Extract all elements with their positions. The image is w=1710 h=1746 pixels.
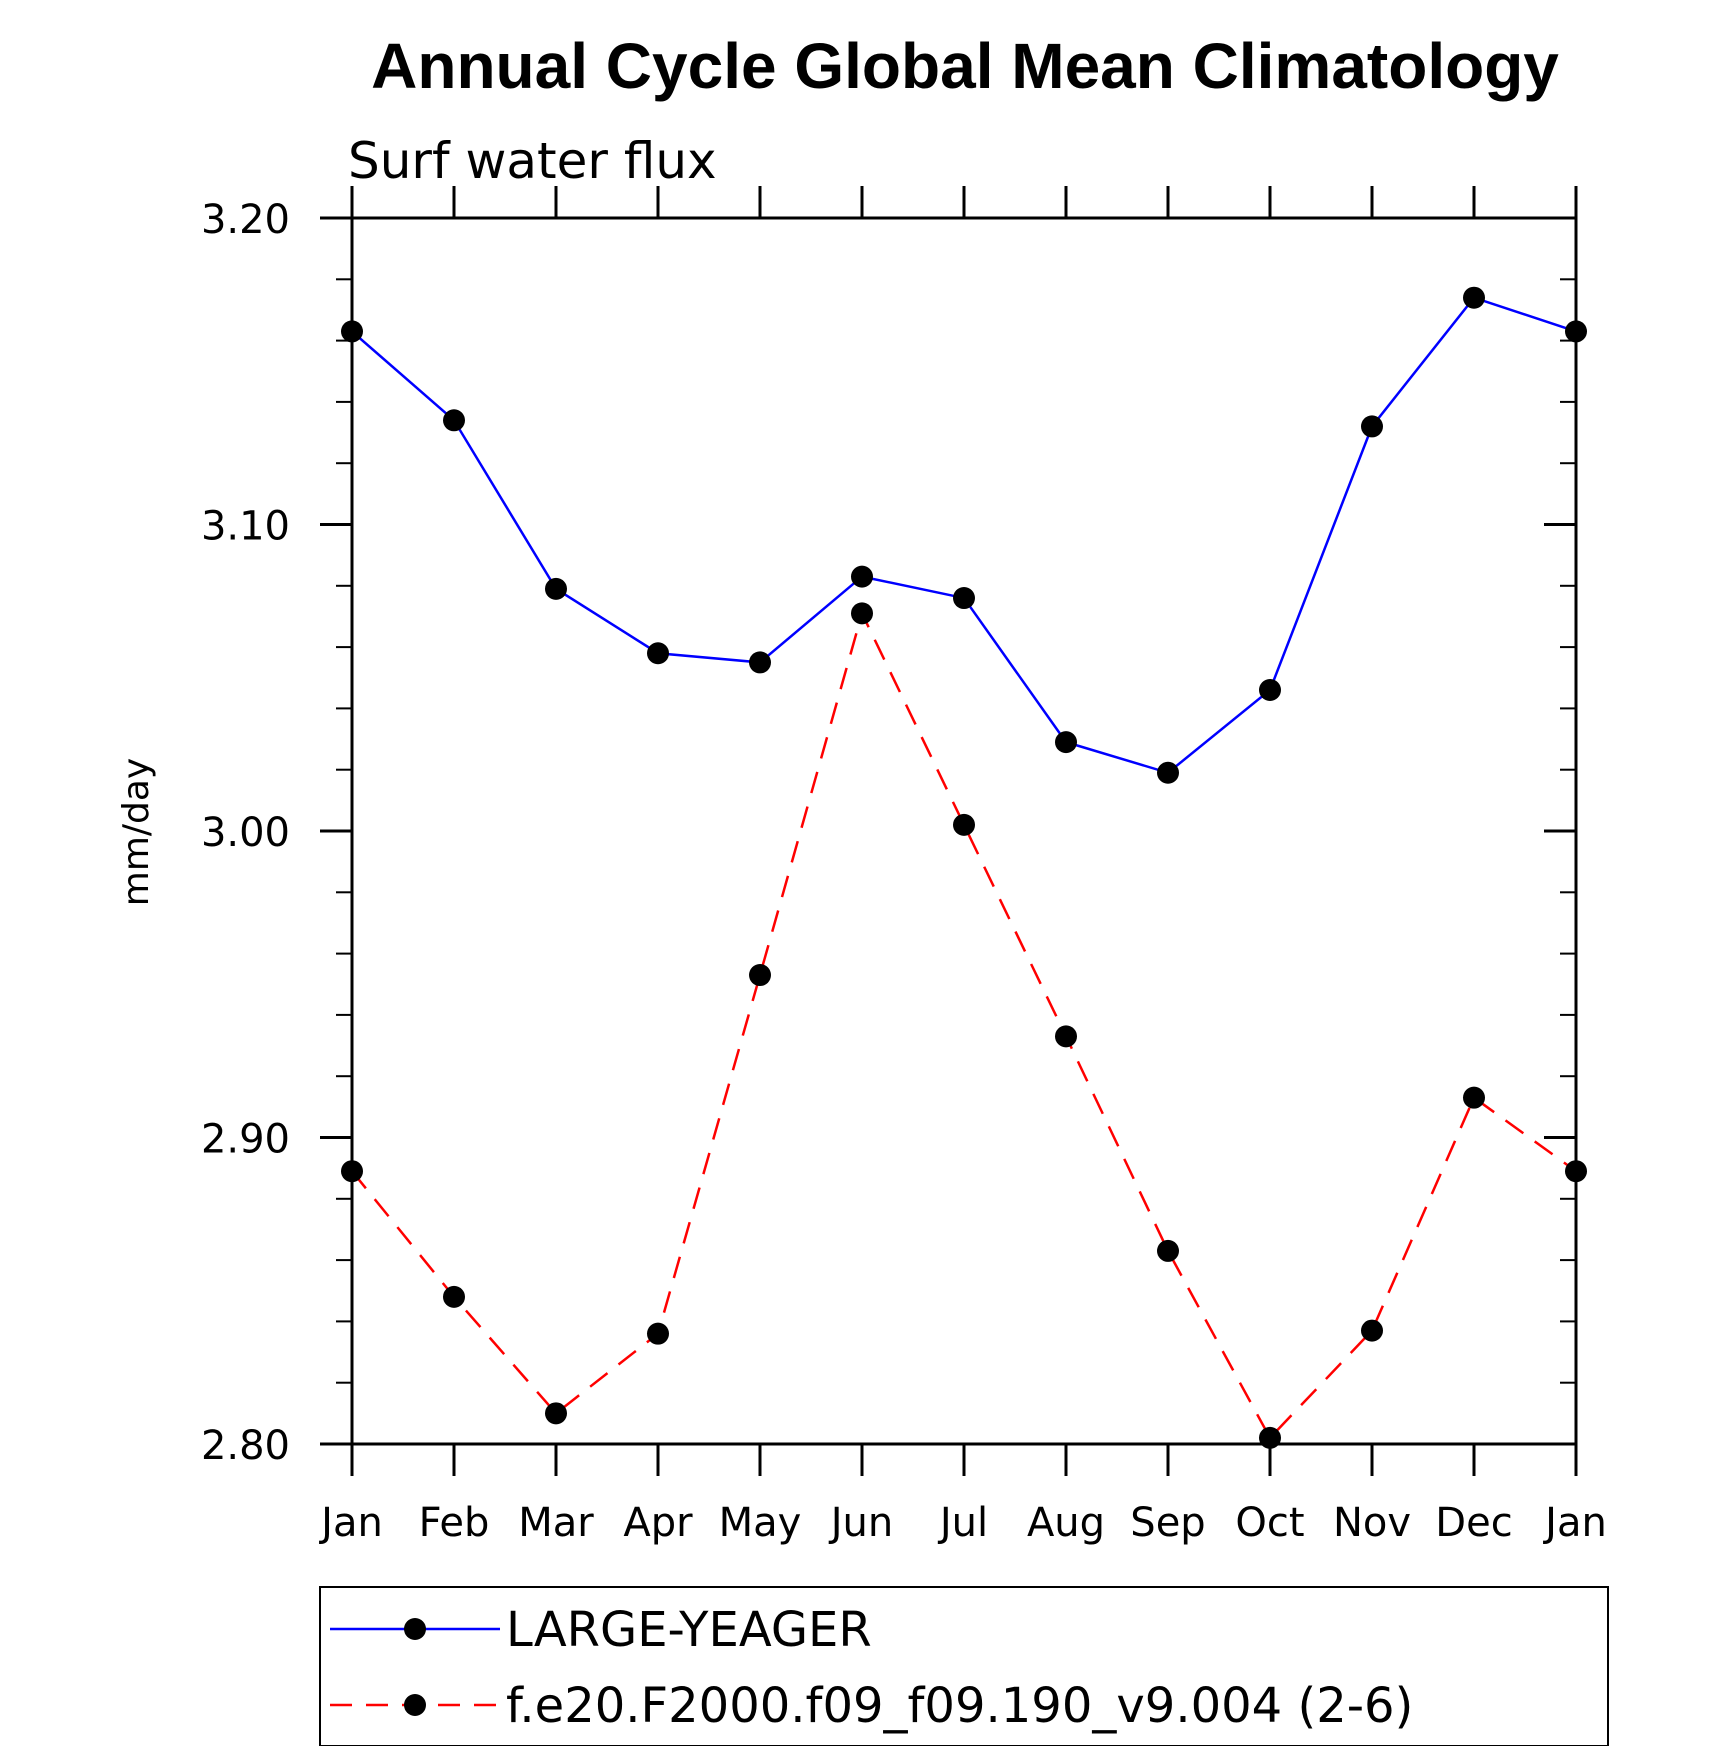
x-tick-label: Jul: [937, 1500, 988, 1546]
legend: LARGE-YEAGER f.e20.F2000.f09_f09.190_v9.0…: [319, 1586, 1609, 1746]
legend-label-1: LARGE-YEAGER: [506, 1602, 872, 1658]
data-point-s1-10: [1361, 415, 1383, 438]
x-tick-label: Jan: [1542, 1500, 1607, 1546]
x-tick-label: Aug: [1027, 1500, 1105, 1546]
data-point-s2-9: [1259, 1426, 1281, 1449]
x-tick-label: Jan: [318, 1500, 383, 1546]
x-axis-tick-labels: Jan Feb Mar Apr May Jun Jul Aug Sep Oct Nov Dec Jan: [318, 1500, 1607, 1546]
y-tick-label: 3.10: [201, 504, 290, 550]
data-point-s2-2: [545, 1402, 567, 1425]
data-point-s1-2: [545, 577, 567, 600]
x-tick-label: Apr: [623, 1500, 693, 1546]
axis-ticks: [320, 186, 1578, 1476]
y-tick-label: 3.20: [201, 197, 290, 243]
data-point-s2-4: [749, 964, 771, 987]
chart-title: Annual Cycle Global Mean Climatology: [371, 30, 1559, 102]
data-point-s1-4: [749, 651, 771, 674]
legend-label-2: f.e20.F2000.f09_f09.190_v9.004 (2-6): [506, 1678, 1413, 1734]
data-point-s2-10: [1361, 1319, 1383, 1342]
data-point-s2-8: [1157, 1239, 1179, 1262]
y-tick-label: 2.80: [201, 1423, 290, 1469]
x-tick-label: Mar: [518, 1500, 594, 1546]
data-point-s2-1: [443, 1285, 465, 1308]
legend-marker-2: [404, 1694, 426, 1716]
data-point-s1-3: [647, 642, 669, 665]
legend-marker-1: [404, 1618, 426, 1640]
data-point-s2-6: [953, 813, 975, 836]
data-point-s2-5: [851, 602, 873, 625]
y-tick-label: 3.00: [201, 810, 290, 856]
data-point-s1-6: [953, 587, 975, 610]
series-line-2: [351, 609, 1577, 1440]
chart-subtitle: Surf water flux: [348, 132, 717, 190]
x-tick-label: Nov: [1333, 1500, 1411, 1546]
data-point-s2-11: [1463, 1086, 1485, 1109]
data-point-s1-9: [1259, 679, 1281, 702]
series-layer: [341, 286, 1587, 1449]
data-point-s1-7: [1055, 731, 1077, 754]
plot-frame: [350, 216, 1578, 1446]
x-tick-label: Jun: [828, 1500, 894, 1546]
x-tick-label: Oct: [1235, 1500, 1304, 1546]
data-point-s2-7: [1055, 1025, 1077, 1048]
x-tick-label: May: [719, 1500, 802, 1546]
data-point-s1-11: [1463, 286, 1485, 309]
data-point-s2-3: [647, 1322, 669, 1345]
y-axis-label: mm/day: [116, 758, 157, 906]
legend-box: [319, 1586, 1609, 1746]
x-tick-label: Dec: [1435, 1500, 1512, 1546]
x-tick-label: Feb: [419, 1500, 490, 1546]
series-line-1: [351, 296, 1577, 775]
data-point-s1-1: [443, 409, 465, 432]
data-point-s1-5: [851, 565, 873, 588]
y-tick-label: 2.90: [201, 1117, 290, 1163]
y-axis-tick-labels: 2.80 2.90 3.00 3.10 3.20: [201, 197, 290, 1469]
x-tick-label: Sep: [1130, 1500, 1205, 1546]
data-point-s1-8: [1157, 761, 1179, 784]
